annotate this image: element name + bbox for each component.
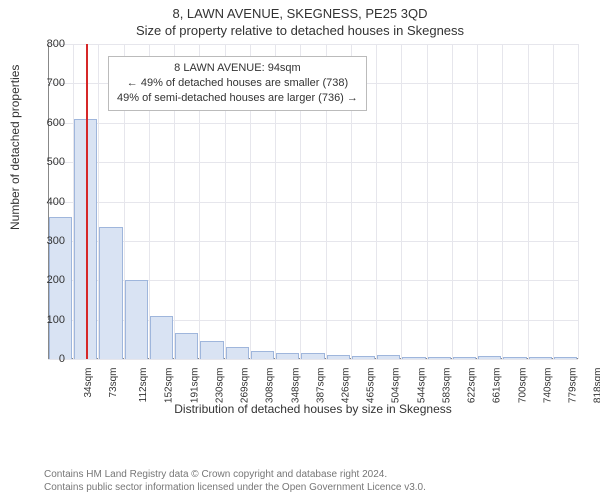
histogram-bar [301, 353, 324, 359]
histogram-chart: 8 LAWN AVENUE: 94sqm← 49% of detached ho… [48, 44, 578, 414]
histogram-bar [529, 357, 552, 359]
annotation-line: ← 49% of detached houses are smaller (73… [117, 76, 358, 91]
x-tick-label: 34sqm [83, 368, 94, 398]
histogram-bar [352, 356, 375, 359]
histogram-bar [125, 280, 148, 359]
histogram-bar [428, 357, 451, 359]
annotation-box: 8 LAWN AVENUE: 94sqm← 49% of detached ho… [108, 56, 367, 111]
footer-line: Contains public sector information licen… [44, 481, 590, 494]
y-tick-label: 100 [31, 314, 65, 326]
annotation-line: 49% of semi-detached houses are larger (… [117, 91, 358, 106]
x-tick-label: 73sqm [108, 368, 119, 398]
histogram-bar [327, 355, 350, 359]
x-tick-label: 544sqm [416, 368, 427, 404]
x-tick-label: 465sqm [366, 368, 377, 404]
x-tick-label: 779sqm [568, 368, 579, 404]
x-tick-label: 112sqm [138, 368, 149, 403]
histogram-bar [200, 341, 223, 359]
histogram-bar [402, 357, 425, 359]
x-tick-label: 818sqm [593, 368, 600, 404]
x-tick-label: 661sqm [492, 368, 503, 404]
x-tick-label: 700sqm [517, 368, 528, 404]
histogram-bar [99, 227, 122, 359]
y-tick-label: 500 [31, 156, 65, 168]
histogram-bar [453, 357, 476, 359]
histogram-bar [554, 357, 577, 359]
histogram-bar [150, 316, 173, 359]
x-tick-label: 152sqm [164, 368, 175, 404]
histogram-bar [478, 356, 501, 359]
histogram-bar [175, 333, 198, 359]
y-tick-label: 300 [31, 235, 65, 247]
attribution-footer: Contains HM Land Registry data © Crown c… [44, 468, 590, 494]
histogram-bar [251, 351, 274, 359]
x-tick-label: 387sqm [315, 368, 326, 404]
y-tick-label: 600 [31, 117, 65, 129]
x-tick-label: 230sqm [214, 368, 225, 404]
histogram-bar [226, 347, 249, 359]
y-tick-label: 200 [31, 274, 65, 286]
property-marker-line [86, 44, 88, 359]
histogram-bar [276, 353, 299, 359]
y-tick-label: 700 [31, 77, 65, 89]
x-tick-label: 504sqm [391, 368, 402, 404]
page-subtitle: Size of property relative to detached ho… [0, 23, 600, 38]
y-tick-label: 400 [31, 196, 65, 208]
x-tick-label: 308sqm [265, 368, 276, 404]
histogram-bar [503, 357, 526, 359]
page-title: 8, LAWN AVENUE, SKEGNESS, PE25 3QD [0, 6, 600, 21]
footer-line: Contains HM Land Registry data © Crown c… [44, 468, 590, 481]
x-tick-label: 191sqm [189, 368, 200, 404]
x-tick-label: 740sqm [542, 368, 553, 404]
y-tick-label: 0 [31, 353, 65, 365]
y-tick-label: 800 [31, 38, 65, 50]
x-tick-label: 622sqm [467, 368, 478, 404]
histogram-bar [377, 355, 400, 359]
annotation-line: 8 LAWN AVENUE: 94sqm [117, 61, 358, 76]
x-tick-label: 269sqm [240, 368, 251, 404]
x-axis-label: Distribution of detached houses by size … [48, 402, 578, 416]
x-tick-label: 583sqm [442, 368, 453, 404]
x-tick-label: 348sqm [290, 368, 301, 404]
x-tick-label: 426sqm [341, 368, 352, 404]
y-axis-label: Number of detached properties [8, 65, 22, 230]
